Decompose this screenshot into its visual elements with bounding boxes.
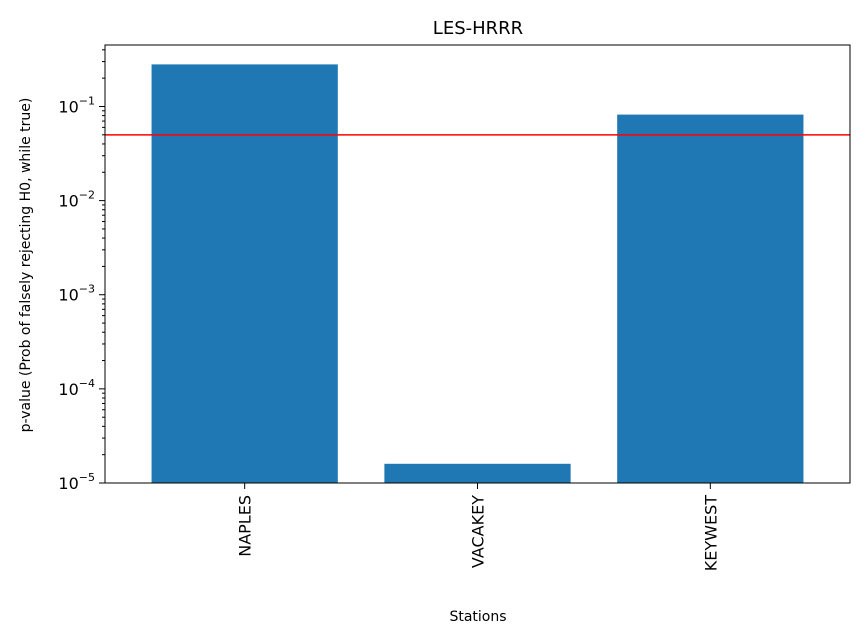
x-tick-label-naples: NAPLES xyxy=(236,495,255,557)
y-tick-label: 10−4 xyxy=(58,377,95,399)
y-tick-label: 10−1 xyxy=(58,94,95,116)
bar-keywest xyxy=(617,114,804,483)
chart-title: LES-HRRR xyxy=(433,18,523,39)
y-axis-label: p-value (Prob of falsely rejecting H0, w… xyxy=(18,98,34,433)
bar-naples xyxy=(151,64,338,483)
y-tick-label: 10−2 xyxy=(58,189,95,211)
plot-area: 10−5 10−4 10−3 10−2 10−1 NAPLES VACAKEY KEYWEST xyxy=(58,44,851,571)
axes-frame xyxy=(104,44,851,484)
x-axis-label: Stations xyxy=(449,609,506,625)
x-tick-label-keywest: KEYWEST xyxy=(701,495,720,571)
y-tick-label: 10−5 xyxy=(58,471,95,493)
x-tick-label-vacakey: VACAKEY xyxy=(469,495,488,568)
bar-vacakey xyxy=(384,463,571,483)
y-tick-label: 10−3 xyxy=(58,283,95,305)
